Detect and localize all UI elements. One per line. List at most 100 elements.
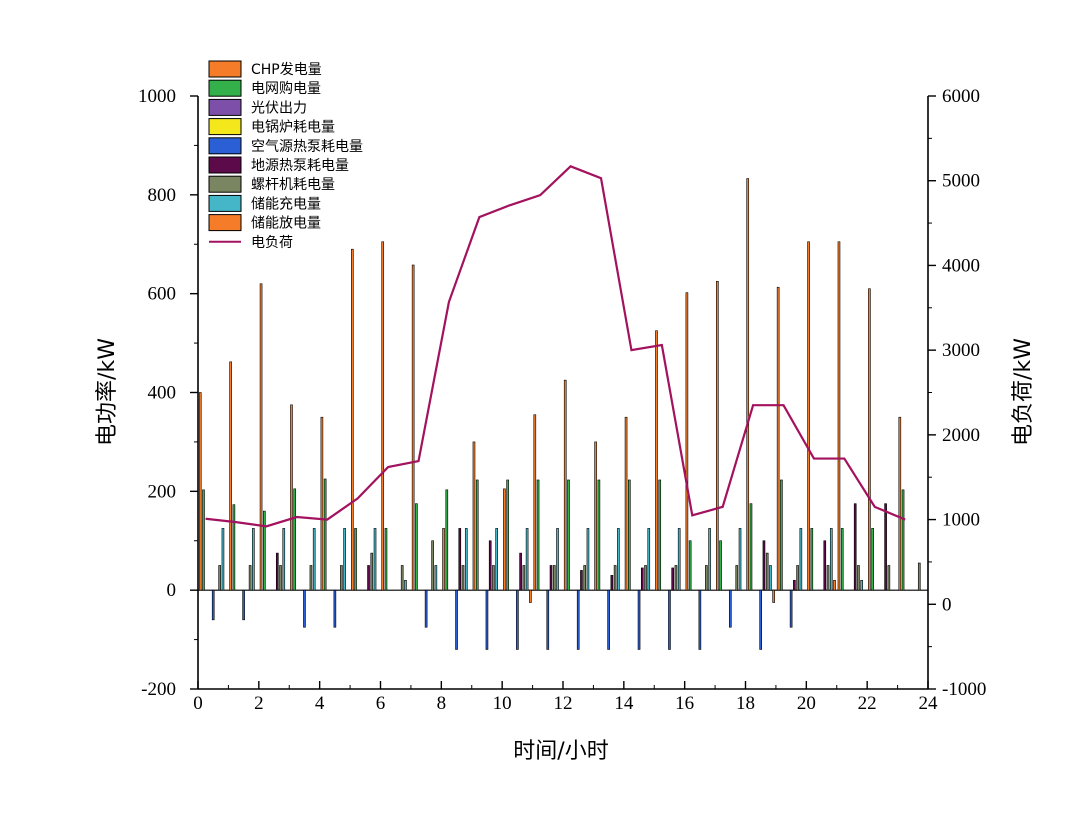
bar-地源热泵耗电量-h9 bbox=[458, 528, 462, 591]
bar-空气源热泵耗电量-h14 bbox=[607, 589, 610, 650]
bar-CHP发电量-h24 bbox=[898, 416, 902, 591]
bar-地源热泵耗电量-h21 bbox=[823, 540, 827, 591]
bar-储能充电量-h3 bbox=[282, 528, 286, 591]
y-left-tick-label-400: 400 bbox=[148, 383, 177, 404]
bar-储能充电量-h5 bbox=[343, 528, 346, 591]
legend-label-光伏出力: 光伏出力 bbox=[251, 100, 307, 116]
y-right-tick-label-5000: 5000 bbox=[942, 171, 980, 192]
bar-储能充电量-h11 bbox=[525, 528, 529, 591]
bar-电网购电量-h10 bbox=[475, 479, 479, 591]
bar-螺杆机耗电量-h7 bbox=[400, 565, 404, 591]
bar-空气源热泵耗电量-h12 bbox=[546, 589, 550, 650]
bar-CHP发电量-h6 bbox=[351, 248, 354, 591]
bar-螺杆机耗电量-h18 bbox=[735, 565, 739, 591]
bar-螺杆机耗电量-h2 bbox=[248, 565, 252, 591]
bar-空气源热泵耗电量-h18 bbox=[728, 589, 732, 628]
bar-CHP发电量-h17 bbox=[685, 292, 689, 591]
bar-电网购电量-h13 bbox=[567, 479, 570, 591]
bar-电网购电量-h1 bbox=[202, 489, 205, 591]
bar-储能充电量-h10 bbox=[495, 528, 499, 591]
bar-螺杆机耗电量-h23 bbox=[887, 565, 891, 591]
bar-地源热泵耗电量-h12 bbox=[549, 565, 553, 591]
bar-电网购电量-h9 bbox=[445, 489, 449, 591]
bar-储能充电量-h16 bbox=[677, 528, 681, 591]
legend-label-CHP发电量: CHP发电量 bbox=[251, 62, 322, 78]
bar-空气源热泵耗电量-h16 bbox=[668, 589, 671, 650]
bar-储能充电量-h4 bbox=[312, 528, 316, 591]
y-left-tick-label-1000: 1000 bbox=[138, 86, 176, 107]
bar-空气源热泵耗电量-h13 bbox=[576, 589, 580, 650]
bar-空气源热泵耗电量-h2 bbox=[242, 589, 245, 621]
legend-swatch-空气源热泵耗电量 bbox=[208, 137, 242, 155]
legend-swatch-储能放电量 bbox=[208, 214, 242, 232]
bar-地源热泵耗电量-h19 bbox=[762, 540, 766, 591]
bar-储能放电量-h21 bbox=[833, 579, 836, 591]
bar-空气源热泵耗电量-h8 bbox=[424, 589, 428, 628]
bar-CHP发电量-h2 bbox=[229, 361, 232, 591]
bar-CHP发电量-h19 bbox=[746, 178, 750, 591]
bar-空气源热泵耗电量-h15 bbox=[637, 589, 641, 650]
y-right-tick-label--1000: -1000 bbox=[942, 679, 986, 700]
bar-储能充电量-h18 bbox=[738, 528, 742, 591]
x-tick-label-18: 18 bbox=[736, 693, 755, 714]
bar-电网购电量-h18 bbox=[719, 540, 722, 591]
bar-储能充电量-h22 bbox=[860, 579, 864, 591]
bar-电网购电量-h22 bbox=[840, 528, 844, 591]
bar-CHP发电量-h22 bbox=[837, 241, 841, 591]
bar-储能充电量-h17 bbox=[708, 528, 711, 591]
bar-CHP发电量-h1 bbox=[198, 392, 202, 591]
bar-CHP发电量-h11 bbox=[503, 488, 506, 591]
legend: CHP发电量电网购电量光伏出力电锅炉耗电量空气源热泵耗电量地源热泵耗电量螺杆机耗… bbox=[208, 60, 363, 251]
bar-储能充电量-h6 bbox=[373, 528, 377, 591]
bar-地源热泵耗电量-h14 bbox=[610, 575, 614, 591]
bar-CHP发电量-h23 bbox=[868, 288, 871, 591]
bar-CHP发电量-h4 bbox=[290, 404, 293, 591]
x-tick-label-22: 22 bbox=[858, 693, 877, 714]
bar-电网购电量-h14 bbox=[597, 479, 601, 591]
y-right-tick-label-1000: 1000 bbox=[942, 510, 980, 531]
legend-swatch-电网购电量 bbox=[208, 79, 242, 97]
bar-电网购电量-h5 bbox=[323, 478, 327, 591]
bar-地源热泵耗电量-h15 bbox=[640, 567, 644, 591]
x-tick-label-0: 0 bbox=[193, 693, 203, 714]
bar-空气源热泵耗电量-h20 bbox=[789, 589, 793, 628]
axes-group: 0 2 4 6 8 10 12 14 16 18 20 22 24-200020040060080010… bbox=[138, 86, 986, 714]
legend-swatch-CHP发电量 bbox=[208, 60, 242, 78]
bar-螺杆机耗电量-h13 bbox=[583, 565, 587, 591]
bar-地源热泵耗电量-h11 bbox=[519, 552, 522, 591]
y-right-axis-title: 电负荷/kW bbox=[1011, 338, 1036, 446]
bar-CHP发电量-h9 bbox=[442, 528, 445, 591]
bar-螺杆机耗电量-h11 bbox=[522, 565, 526, 591]
legend-label-储能放电量: 储能放电量 bbox=[251, 216, 321, 232]
bar-电网购电量-h19 bbox=[749, 503, 753, 591]
y-right-tick-label-4000: 4000 bbox=[942, 255, 980, 276]
bar-储能充电量-h2 bbox=[252, 528, 255, 591]
bar-储能充电量-h1 bbox=[221, 528, 225, 591]
bar-储能充电量-h14 bbox=[617, 528, 620, 591]
bar-螺杆机耗电量-h4 bbox=[309, 565, 313, 591]
bar-螺杆机耗电量-h17 bbox=[705, 565, 708, 591]
load-line-group bbox=[205, 165, 906, 528]
bar-CHP发电量-h18 bbox=[716, 281, 719, 591]
bar-螺杆机耗电量-h5 bbox=[340, 565, 343, 591]
legend-label-电负荷: 电负荷 bbox=[251, 235, 293, 251]
legend-swatch-电锅炉耗电量 bbox=[208, 118, 242, 136]
bar-电网购电量-h4 bbox=[293, 488, 297, 591]
bar-地源热泵耗电量-h16 bbox=[671, 567, 675, 591]
bar-CHP发电量-h5 bbox=[320, 416, 324, 591]
bar-空气源热泵耗电量-h9 bbox=[455, 589, 458, 650]
bar-地源热泵耗电量-h23 bbox=[884, 503, 887, 591]
bar-电网购电量-h16 bbox=[658, 479, 662, 591]
y-right-tick-label-3000: 3000 bbox=[942, 340, 980, 361]
x-tick-label-10: 10 bbox=[493, 693, 512, 714]
bar-电网购电量-h8 bbox=[415, 503, 418, 591]
bar-电网购电量-h2 bbox=[232, 504, 236, 591]
x-tick-label-24: 24 bbox=[919, 693, 939, 714]
bar-电网购电量-h15 bbox=[627, 479, 631, 591]
bar-螺杆机耗电量-h8 bbox=[431, 540, 434, 591]
bar-螺杆机耗电量-h6 bbox=[370, 552, 374, 591]
bar-储能充电量-h7 bbox=[404, 579, 407, 591]
bar-螺杆机耗电量-h22 bbox=[857, 565, 860, 591]
bar-地源热泵耗电量-h3 bbox=[275, 552, 279, 591]
bar-螺杆机耗电量-h20 bbox=[796, 565, 799, 591]
